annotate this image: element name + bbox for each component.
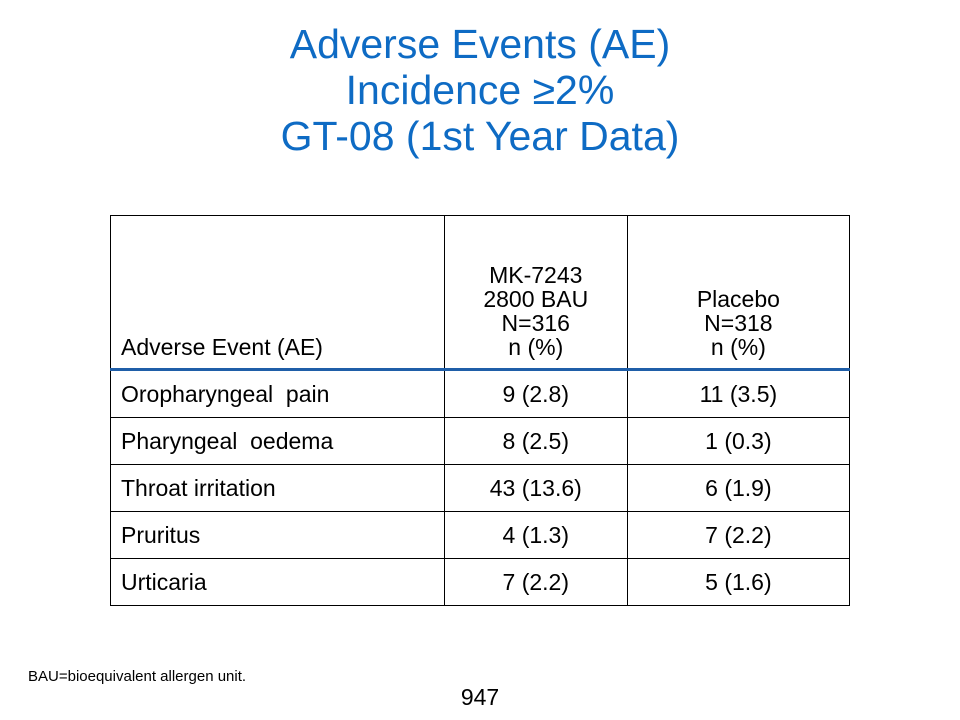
cell-event: Pruritus xyxy=(110,511,445,559)
title-line-1: Adverse Events (AE) xyxy=(289,21,671,67)
header-placebo-line-3: n (%) xyxy=(710,334,766,360)
table-row: Urticaria 7 (2.2) 5 (1.6) xyxy=(110,558,851,606)
cell-event: Oropharyngeal pain xyxy=(110,369,445,418)
cell-event: Pharyngeal oedema xyxy=(110,417,445,465)
footnote: BAU=bioequivalent allergen unit. xyxy=(28,668,247,685)
header-placebo-line-2: N=318 xyxy=(704,310,773,336)
cell-placebo: 5 (1.6) xyxy=(626,558,851,606)
cell-mk: 7 (2.2) xyxy=(443,558,628,606)
header-adverse-event: Adverse Event (AE) xyxy=(110,215,445,371)
title-line-2: Incidence ≥2% xyxy=(345,67,615,113)
cell-placebo: 7 (2.2) xyxy=(626,511,851,559)
cell-mk: 9 (2.8) xyxy=(443,369,628,418)
title-line-3: GT-08 (1st Year Data) xyxy=(280,113,680,159)
cell-event: Urticaria xyxy=(110,558,445,606)
page-number: 947 xyxy=(460,684,500,710)
header-mk-7243: MK-7243 2800 BAU N=316 n (%) xyxy=(443,215,628,371)
table-header-row: Adverse Event (AE) MK-7243 2800 BAU N=31… xyxy=(110,215,851,371)
cell-event: Throat irritation xyxy=(110,464,445,512)
header-mk-line-1: MK-7243 xyxy=(489,262,583,288)
table-row: Pharyngeal oedema 8 (2.5) 1 (0.3) xyxy=(110,417,851,465)
cell-mk: 4 (1.3) xyxy=(443,511,628,559)
table-row: Pruritus 4 (1.3) 7 (2.2) xyxy=(110,511,851,559)
table-row: Oropharyngeal pain 9 (2.8) 11 (3.5) xyxy=(110,369,851,418)
header-mk-line-3: N=316 xyxy=(501,310,570,336)
cell-placebo: 1 (0.3) xyxy=(626,417,851,465)
header-placebo: Placebo N=318 n (%) xyxy=(626,215,851,371)
header-mk-line-2: 2800 BAU xyxy=(483,286,589,312)
slide-title: Adverse Events (AE) Incidence ≥2% GT-08 … xyxy=(0,21,960,159)
cell-mk: 43 (13.6) xyxy=(443,464,628,512)
cell-placebo: 11 (3.5) xyxy=(626,369,851,418)
cell-placebo: 6 (1.9) xyxy=(626,464,851,512)
header-mk-line-4: n (%) xyxy=(508,334,564,360)
table-row: Throat irritation 43 (13.6) 6 (1.9) xyxy=(110,464,851,512)
header-placebo-line-1: Placebo xyxy=(696,286,780,312)
adverse-events-table: Adverse Event (AE) MK-7243 2800 BAU N=31… xyxy=(110,215,851,606)
cell-mk: 8 (2.5) xyxy=(443,417,628,465)
